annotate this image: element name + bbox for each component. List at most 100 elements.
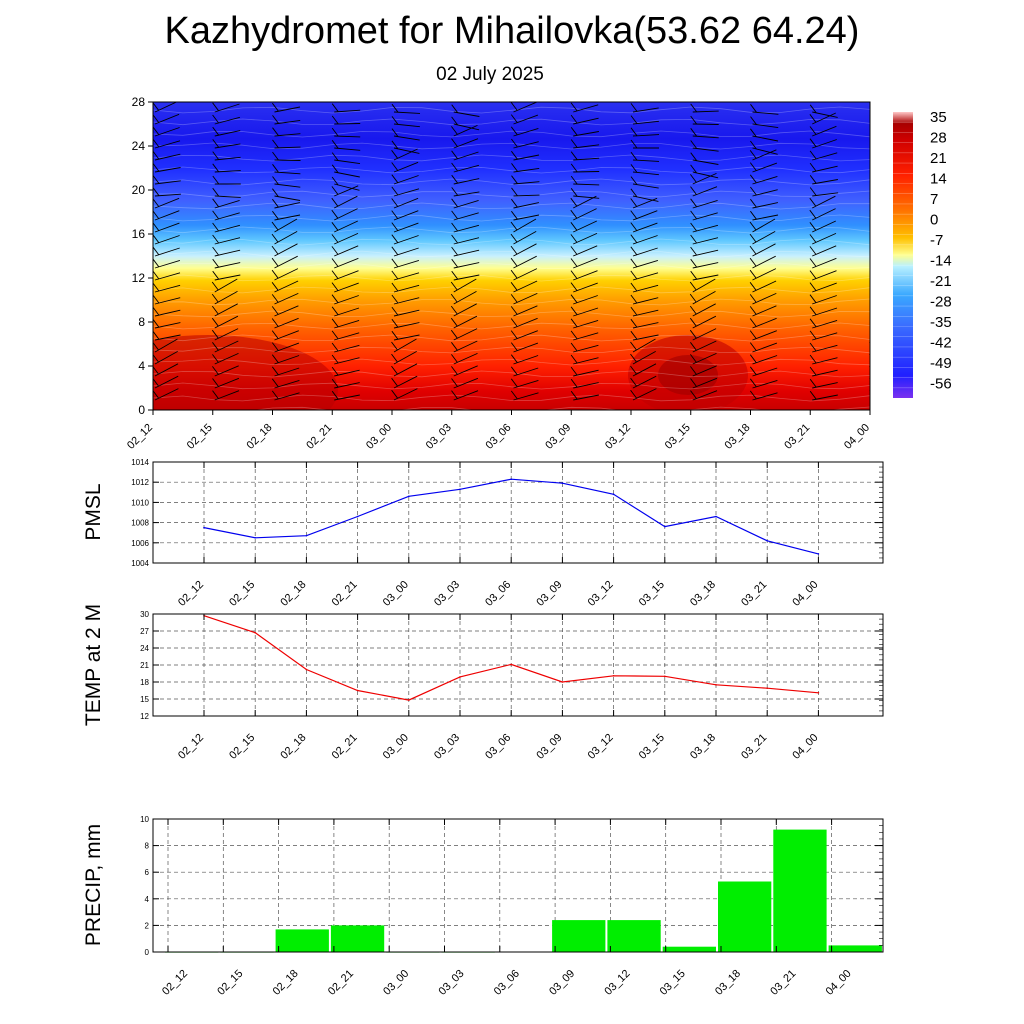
wind-barb-feather <box>331 270 339 279</box>
wind-barb <box>393 210 419 221</box>
wind-barb-feather <box>749 245 757 255</box>
wind-barb <box>692 377 718 389</box>
wind-barb-feather <box>869 151 870 153</box>
data-point <box>510 478 512 480</box>
wind-barb <box>393 322 420 329</box>
wind-barb-feather <box>331 330 339 340</box>
wind-barb-feather <box>391 162 399 171</box>
x-tick-label: 03_18 <box>723 422 753 452</box>
wind-barb <box>573 220 597 233</box>
wind-barb <box>334 220 358 233</box>
y-tick-label: 18 <box>140 678 149 687</box>
wind-barb-feather <box>570 175 578 185</box>
x-tick-label: 03_15 <box>663 422 693 452</box>
colorbar: 35 28 21 14 7 0 -7 -14 -21 -28 -35 -42 -49 -56 <box>893 109 952 398</box>
wind-barb-feather <box>511 175 518 184</box>
x-tick-label: 04_00 <box>842 422 872 452</box>
wind-barb-feather <box>391 330 399 340</box>
wind-barb-feather <box>749 330 757 339</box>
wind-barb-feather <box>750 198 757 208</box>
wind-barb <box>453 249 480 257</box>
wind-barb-feather <box>331 186 339 195</box>
wind-barb-feather <box>869 222 870 224</box>
wind-barb <box>573 295 598 305</box>
wind-barb-feather <box>391 234 399 243</box>
wind-barb <box>154 222 180 233</box>
wind-barb <box>573 332 599 341</box>
data-point <box>305 534 308 537</box>
wind-barb <box>334 369 360 377</box>
wind-barb <box>573 257 598 269</box>
wind-barb <box>812 332 838 341</box>
wind-barb <box>573 183 600 186</box>
wind-barb-feather <box>391 306 399 316</box>
wind-barb <box>274 231 298 245</box>
wind-barb <box>334 123 361 125</box>
wind-barb-feather <box>211 329 219 339</box>
wind-barb-feather <box>510 378 518 388</box>
wind-barb-feather <box>451 174 459 184</box>
wind-barb <box>812 307 838 317</box>
colorbar-label: 0 <box>930 212 938 229</box>
wind-barb-feather <box>869 210 870 212</box>
data-point <box>664 525 666 528</box>
wind-barb <box>393 161 419 173</box>
y-tick-label: 1014 <box>131 458 149 467</box>
wind-barb <box>513 280 538 293</box>
wind-barb <box>154 297 181 305</box>
wind-barb-feather <box>690 246 697 256</box>
wind-barb-feather <box>391 198 399 207</box>
plot-area <box>153 462 883 563</box>
wind-barb <box>872 376 895 388</box>
wind-barb <box>154 363 179 377</box>
wind-barb-feather <box>153 102 159 111</box>
wind-barb <box>632 338 656 353</box>
wind-barb-feather <box>212 187 220 197</box>
data-point <box>459 676 461 678</box>
wind-barb <box>752 305 777 317</box>
wind-barb <box>154 284 181 293</box>
wind-barb-feather <box>153 270 160 280</box>
colorbar-label: 28 <box>930 130 947 147</box>
wind-barb-feather <box>809 330 817 340</box>
colorbar-label: -28 <box>930 294 952 311</box>
wind-barb <box>573 144 600 149</box>
wind-barb <box>752 392 778 401</box>
contour-line <box>153 322 870 330</box>
wind-barb-feather <box>570 209 578 219</box>
wind-barb <box>632 210 658 221</box>
x-tick-label: 03_03 <box>424 422 454 452</box>
x-tick-label: 03_09 <box>534 579 564 609</box>
wind-barb-feather <box>153 258 160 268</box>
wind-barb <box>453 328 478 341</box>
wind-barb-feather <box>271 318 279 327</box>
wind-barb <box>274 146 301 149</box>
wind-barb <box>632 388 657 401</box>
x-tick-label: 02_12 <box>160 968 190 998</box>
wind-barb-feather <box>570 163 578 173</box>
contour-line <box>153 250 870 258</box>
y-tick-label: 24 <box>132 139 146 153</box>
wind-barb <box>274 292 299 305</box>
wind-barb-feather <box>450 281 458 291</box>
bar <box>718 881 772 952</box>
wind-barb-feather <box>750 104 757 113</box>
wind-barb-feather <box>451 138 458 147</box>
contour-line <box>153 382 870 390</box>
wind-barb-feather <box>690 222 697 232</box>
x-tick-label: 02_18 <box>245 422 275 452</box>
wind-barb <box>154 210 180 221</box>
wind-barb <box>334 394 360 401</box>
wind-barb-feather <box>391 270 399 280</box>
wind-barb <box>393 259 420 269</box>
wind-barb-feather <box>869 258 870 260</box>
x-tick-label: 03_09 <box>543 422 573 452</box>
wind-barb <box>214 199 240 209</box>
wind-barb-feather <box>749 150 757 159</box>
wind-barb <box>393 297 420 305</box>
wind-barb <box>513 231 537 245</box>
wind-barb <box>573 245 598 257</box>
wind-barb-feather <box>212 342 219 351</box>
wind-barb-feather <box>272 139 279 149</box>
wind-barb <box>752 280 777 293</box>
